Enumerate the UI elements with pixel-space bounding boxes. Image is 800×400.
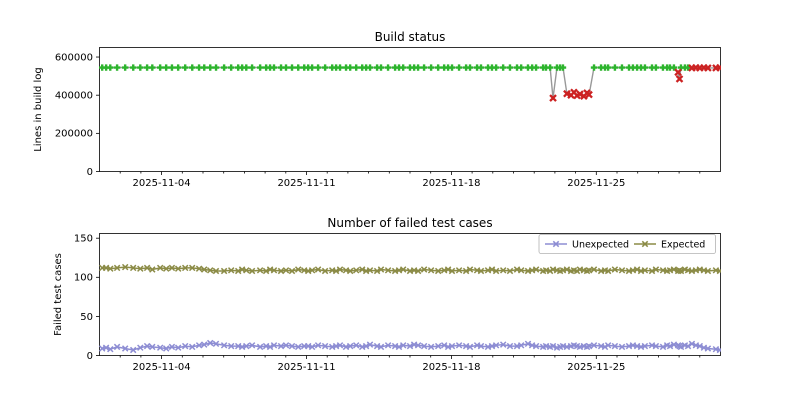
legend-x-marker-icon <box>552 240 560 248</box>
plot-area <box>99 263 721 354</box>
unexpected-x-markers <box>99 339 721 354</box>
build-status-title: Build status <box>375 30 446 44</box>
y-tick-label: 400000 <box>55 91 93 102</box>
success-plus-markers <box>99 64 692 71</box>
series-expected <box>99 263 721 275</box>
x-tick-label: 2025-11-18 <box>422 362 480 373</box>
failed-tests-ylabel: Failed test cases <box>53 253 64 336</box>
x-tick-label: 2025-11-25 <box>567 178 625 189</box>
y-tick-label: 100 <box>74 273 93 284</box>
y-tick-label: 50 <box>80 312 93 323</box>
y-tick-labels: 0 200000 400000 600000 <box>55 52 93 177</box>
build-status-ylabel: Lines in build log <box>33 67 44 152</box>
y-tick-label: 200000 <box>55 129 93 140</box>
failed-tests-title: Number of failed test cases <box>327 216 492 230</box>
legend-label-unexpected: Unexpected <box>572 239 629 250</box>
y-axis-ticks <box>96 56 100 172</box>
y-tick-label: 150 <box>74 234 93 245</box>
legend-entry-expected: Expected <box>634 239 705 250</box>
x-axis-ticks <box>119 355 701 359</box>
x-tick-label: 2025-11-11 <box>277 178 335 189</box>
legend-box <box>538 234 716 254</box>
x-tick-label: 2025-11-04 <box>133 362 191 373</box>
failure-x-markers <box>549 63 721 102</box>
y-tick-label: 600000 <box>55 52 93 63</box>
y-axis-ticks <box>96 237 100 356</box>
expected-x-markers <box>99 263 721 275</box>
y-tick-label: 0 <box>87 351 93 362</box>
y-tick-labels: 0 50 100 150 <box>74 234 93 362</box>
series-unexpected <box>99 339 721 354</box>
build-log-line <box>102 66 720 99</box>
plot-area <box>99 63 721 102</box>
x-tick-label: 2025-11-18 <box>422 178 480 189</box>
y-tick-label: 0 <box>87 167 93 178</box>
failed-tests-plot: 2025-11-04 2025-11-11 2025-11-18 2025-11-25… <box>74 233 721 373</box>
x-tick-label: 2025-11-11 <box>277 362 335 373</box>
x-tick-labels: 2025-11-04 2025-11-11 2025-11-18 2025-11-25 <box>133 178 626 189</box>
x-axis-ticks <box>119 171 701 175</box>
x-tick-label: 2025-11-25 <box>567 362 625 373</box>
legend-label-expected: Expected <box>661 239 705 250</box>
legend: Unexpected Expected <box>538 234 716 254</box>
x-tick-labels: 2025-11-04 2025-11-11 2025-11-18 2025-11-25 <box>133 362 626 373</box>
legend-entry-unexpected: Unexpected <box>545 239 629 250</box>
x-tick-label: 2025-11-04 <box>133 178 191 189</box>
legend-x-marker-icon <box>641 240 649 248</box>
build-status-plot: 2025-11-04 2025-11-11 2025-11-18 2025-11-25… <box>55 47 721 189</box>
